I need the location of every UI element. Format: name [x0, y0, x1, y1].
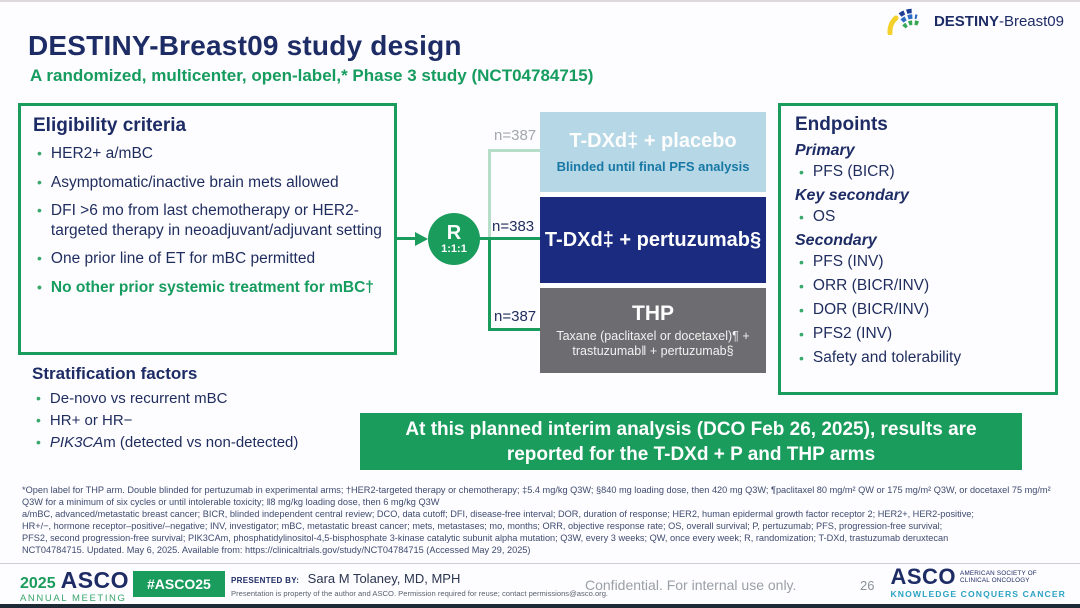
arm-tdxd-placebo: T-DXd‡ + placebo Blinded until final PFS… [540, 112, 766, 192]
randomization-ratio: 1:1:1 [441, 242, 467, 255]
arm3-title: THP [632, 302, 674, 325]
endpoint-item: • DOR (BICR/INV) [799, 301, 930, 318]
asco-logo-wordmark: ASCO [60, 567, 130, 593]
arm-thp: THP Taxane (paclitaxel or docetaxel)¶ + … [540, 288, 766, 373]
footer-bar: 2025 ASCO ANNUAL MEETING #ASCO25 PRESENT… [0, 563, 1080, 604]
endpoints-title: Endpoints [795, 114, 888, 135]
destiny-logo-text-bold: DESTINY [933, 13, 999, 30]
stratification-item: • HR+ or HR− [36, 412, 133, 429]
connector-vertical-bottom [488, 237, 491, 331]
eligibility-item: • DFI >6 mo from last chemotherapy or HER… [37, 202, 382, 239]
eligibility-item: • HER2+ a/mBC [37, 145, 153, 162]
destiny-fan-icon [887, 8, 921, 35]
connector-vertical-top [488, 149, 491, 240]
connector-to-arm1 [488, 149, 540, 152]
endpoint-item: • ORR (BICR/INV) [799, 277, 930, 294]
bullet-icon: • [799, 326, 804, 342]
stratification-list: • De-novo vs recurrent mBC • HR+ or HR− • P… [32, 388, 392, 453]
stratification-item: • De-novo vs recurrent mBC [36, 390, 228, 407]
endpoints-group-key-secondary: Key secondary [795, 187, 909, 204]
footnote-line: a/mBC, advanced/metastatic breast cancer… [22, 508, 974, 519]
eligibility-item-highlighted: • No other prior systemic treatment for m… [37, 278, 374, 296]
arm-tdxd-pertuzumab: T-DXd‡ + pertuzumab§ [540, 197, 766, 283]
destiny-logo-text: DESTINY-Breast09 [934, 13, 1064, 30]
bullet-icon: • [799, 350, 804, 366]
confidential-notice: Confidential. For internal use only. [585, 577, 797, 593]
destiny-breast09-logo: DESTINY-Breast09 [886, 8, 1064, 35]
eligibility-list: • HER2+ a/mBC • Asymptomatic/inactive brai… [33, 144, 382, 297]
arm3-subtitle: Taxane (paclitaxel or docetaxel)¶ + tras… [556, 329, 750, 358]
bullet-icon: • [37, 173, 42, 190]
bullet-icon: • [36, 390, 41, 406]
hashtag-badge: #ASCO25 [133, 571, 225, 597]
bullet-icon: • [36, 412, 41, 428]
destiny-logo-text-rest: -Breast09 [998, 13, 1064, 30]
endpoints-panel: Endpoints Primary • PFS (BICR) Key second… [778, 103, 1058, 395]
arm2-n-label: n=383 [492, 218, 535, 235]
randomization-symbol: R [446, 221, 462, 244]
presented-by: PRESENTED BY: Sara M Tolaney, MD, MPH [231, 570, 460, 588]
stratification-factors-panel: Stratification factors • De-novo vs recur… [32, 364, 392, 454]
bullet-icon: • [799, 164, 804, 180]
arm3-n-label: n=387 [494, 308, 537, 325]
footnote-line: HR+/−, hormone receptor–positive/–negati… [22, 520, 943, 531]
bullet-icon: • [37, 145, 42, 161]
permission-notice: Presentation is property of the author a… [231, 589, 609, 598]
footnote-line: NCT04784715. Updated. May 6, 2025. Avail… [22, 544, 531, 555]
randomization-arrow-head [415, 232, 428, 246]
arm1-subtitle: Blinded until final PFS analysis [556, 159, 750, 174]
bullet-icon: • [799, 209, 804, 225]
asco-logo-year: 2025 [20, 575, 56, 592]
bullet-icon: • [37, 250, 42, 266]
bullet-icon: • [37, 202, 42, 218]
asco-logo-meeting: ANNUAL MEETING [20, 593, 127, 604]
bullet-icon: • [37, 278, 42, 295]
asco-tagline: KNOWLEDGE CONQUERS CANCER [890, 589, 1066, 599]
connector-to-arm2 [478, 237, 540, 240]
bullet-icon: • [799, 278, 804, 294]
randomization-node: R 1:1:1 [428, 213, 480, 265]
endpoint-item: • PFS (INV) [799, 253, 884, 270]
bullet-icon: • [799, 302, 804, 318]
bottom-edge-line [0, 604, 1080, 608]
endpoints-group-secondary: Secondary [795, 232, 877, 249]
presented-by-label: PRESENTED BY: [231, 576, 300, 585]
endpoint-item: • PFS (BICR) [799, 163, 895, 180]
randomization-arrow-line [397, 237, 417, 240]
connector-to-arm3 [488, 328, 540, 331]
arm1-title: T-DXd‡ + placebo [569, 130, 737, 152]
endpoint-item: • Safety and tolerability [799, 349, 962, 366]
eligibility-criteria-panel: Eligibility criteria • HER2+ a/mBC • Asymp… [18, 103, 397, 355]
interim-analysis-banner: At this planned interim analysis (DCO Fe… [360, 413, 1022, 470]
page-title: DESTINY-Breast09 study design [28, 30, 462, 61]
footnote-line: PFS2, second progression-free survival; … [22, 532, 949, 543]
eligibility-item: • One prior line of ET for mBC permitted [37, 250, 316, 267]
bullet-icon: • [36, 434, 41, 450]
endpoint-item: • OS [799, 208, 836, 225]
footnote-line: Q3W for a minimum of six cycles or until… [22, 496, 440, 507]
asco-annual-meeting-logo: 2025 ASCO ANNUAL MEETING [20, 569, 129, 604]
endpoints-group-primary: Primary [795, 142, 855, 159]
page-subtitle: A randomized, multicenter, open-label,* … [30, 66, 594, 85]
bullet-icon: • [799, 254, 804, 270]
footnote-line: *Open label for THP arm. Double blinded … [22, 485, 1051, 495]
asco-society-wordmark: ASCO [890, 564, 957, 589]
eligibility-item: • Asymptomatic/inactive brain mets allowe… [37, 173, 339, 191]
page-number: 26 [860, 578, 875, 593]
gene-name-italic: PIK3CA [49, 434, 104, 451]
endpoint-item: • PFS2 (INV) [799, 325, 893, 342]
presenter-name: Sara M Tolaney, MD, MPH [307, 571, 461, 586]
footnotes: *Open label for THP arm. Double blinded … [22, 485, 1062, 556]
stratification-item: • PIK3CAm (detected vs non-detected) [36, 434, 299, 451]
asco-society-logo: ASCO AMERICAN SOCIETY OF CLINICAL ONCOLO… [890, 564, 1066, 600]
top-edge-line [0, 0, 1080, 2]
arm2-title: T-DXd‡ + pertuzumab§ [544, 228, 762, 251]
arm1-n-label: n=387 [494, 127, 537, 144]
stratification-title: Stratification factors [32, 364, 198, 383]
eligibility-title: Eligibility criteria [33, 115, 187, 136]
